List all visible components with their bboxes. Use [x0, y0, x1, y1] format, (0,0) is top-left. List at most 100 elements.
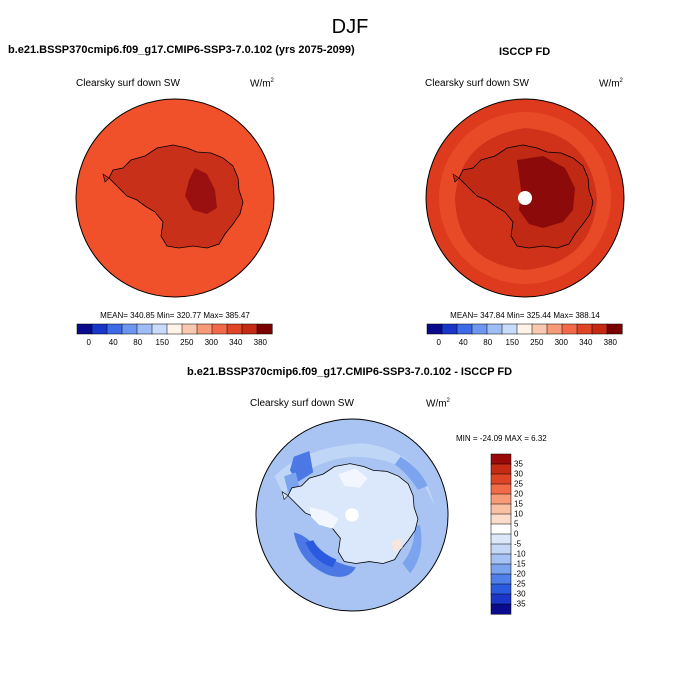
diff-colorbar-tick-label: 0: [514, 529, 519, 539]
panel1-colorbar-labels: 0 40 80 150 250 300 340 380: [77, 338, 272, 350]
colorbar-swatch: [606, 323, 623, 335]
diff-stats: MIN = -24.09 MAX = 6.32: [456, 434, 547, 443]
colorbar-tick-label: 380: [603, 338, 617, 347]
diff-colorbar-tick-label: -5: [514, 539, 522, 549]
colorbar-tick-label: 340: [229, 338, 243, 347]
diff-colorbar-swatch: [490, 493, 512, 505]
diff-colorbar-swatch: [490, 533, 512, 545]
diff-colorbar-tick-label: -35: [514, 599, 526, 609]
diff-colorbar-tick-label: -25: [514, 579, 526, 589]
colorbar-swatch: [546, 323, 563, 335]
colorbar-swatch: [136, 323, 153, 335]
diff-colorbar-swatch: [490, 473, 512, 485]
panel1-colorbar: [76, 323, 273, 335]
colorbar-swatch: [166, 323, 183, 335]
colorbar-swatch: [456, 323, 473, 335]
diff-units: W/m2: [426, 398, 450, 410]
colorbar-tick-label: 300: [554, 338, 568, 347]
diff-colorbar-swatch: [490, 513, 512, 525]
diff-colorbar-tick-label: 30: [514, 469, 523, 479]
colorbar-swatch: [151, 323, 168, 335]
diff-colorbar-swatch: [490, 453, 512, 465]
colorbar-swatch: [501, 323, 518, 335]
diff-colorbar-tick-label: 35: [514, 459, 523, 469]
colorbar-swatch: [181, 323, 198, 335]
panel1-antarctica: [108, 144, 244, 249]
colorbar-swatch: [76, 323, 93, 335]
colorbar-tick-label: 0: [436, 338, 441, 347]
colorbar-tick-label: 80: [483, 338, 493, 347]
panel2-variable: Clearsky surf down SW: [425, 78, 529, 89]
panel2-plateau: [517, 156, 575, 228]
diff-colorbar-tick-label: 5: [514, 519, 519, 529]
diff-colorbar-swatch: [490, 593, 512, 605]
colorbar-tick-label: 40: [458, 338, 468, 347]
colorbar-swatch: [591, 323, 608, 335]
colorbar-swatch: [106, 323, 123, 335]
colorbar-swatch: [196, 323, 213, 335]
colorbar-tick-label: 380: [253, 338, 267, 347]
panel1-map: [75, 98, 275, 298]
colorbar-swatch: [486, 323, 503, 335]
colorbar-swatch: [241, 323, 258, 335]
main-title: DJF: [331, 16, 369, 38]
colorbar-swatch: [531, 323, 548, 335]
diff-colorbar-swatch: [490, 603, 512, 615]
diff-colorbar: [490, 453, 512, 615]
diff-colorbar-swatch: [490, 523, 512, 535]
colorbar-tick-label: 80: [133, 338, 143, 347]
panel2-pole-gap: [518, 191, 532, 205]
panel1-plateau: [185, 168, 217, 214]
panel1-units: W/m2: [250, 78, 274, 90]
colorbar-swatch: [91, 323, 108, 335]
colorbar-swatch: [441, 323, 458, 335]
colorbar-tick-label: 250: [530, 338, 544, 347]
colorbar-swatch: [211, 323, 228, 335]
panel2-units: W/m2: [599, 78, 623, 90]
diff-colorbar-swatch: [490, 543, 512, 555]
colorbar-tick-label: 340: [579, 338, 593, 347]
colorbar-swatch: [121, 323, 138, 335]
diff-colorbar-swatch: [490, 563, 512, 575]
panel2-map: [425, 98, 625, 298]
panel1-title: b.e21.BSSP370cmip6.f09_g17.CMIP6-SSP3-7.…: [8, 44, 355, 56]
diff-colorbar-tick-label: -10: [514, 549, 526, 559]
colorbar-swatch: [561, 323, 578, 335]
colorbar-tick-label: 150: [505, 338, 519, 347]
colorbar-swatch: [226, 323, 243, 335]
colorbar-swatch: [256, 323, 273, 335]
colorbar-swatch: [426, 323, 443, 335]
panel2-colorbar-labels: 0 40 80 150 250 300 340 380: [427, 338, 622, 350]
diff-colorbar-swatch: [490, 553, 512, 565]
diff-pole-gap: [345, 508, 359, 522]
diff-colorbar-tick-label: -30: [514, 589, 526, 599]
diff-colorbar-tick-label: 25: [514, 479, 523, 489]
colorbar-tick-label: 150: [155, 338, 169, 347]
diff-colorbar-swatch: [490, 503, 512, 515]
diff-colorbar-tick-label: -20: [514, 569, 526, 579]
colorbar-swatch: [471, 323, 488, 335]
panel2-stats: MEAN= 347.84 Min= 325.44 Max= 388.14: [450, 311, 600, 320]
diff-colorbar-tick-label: 15: [514, 499, 523, 509]
panel2-colorbar: [426, 323, 623, 335]
diff-colorbar-tick-label: 20: [514, 489, 523, 499]
diff-title: b.e21.BSSP370cmip6.f09_g17.CMIP6-SSP3-7.…: [187, 366, 513, 378]
diff-colorbar-tick-label: -15: [514, 559, 526, 569]
diff-colorbar-swatch: [490, 583, 512, 595]
diff-variable: Clearsky surf down SW: [250, 398, 354, 409]
colorbar-tick-label: 40: [108, 338, 118, 347]
colorbar-swatch: [576, 323, 593, 335]
diff-map: [255, 418, 449, 612]
diff-colorbar-swatch: [490, 483, 512, 495]
panel2-title: ISCCP FD: [499, 46, 551, 58]
diff-colorbar-swatch: [490, 573, 512, 585]
colorbar-tick-label: 0: [86, 338, 91, 347]
panel1-variable: Clearsky surf down SW: [76, 78, 180, 89]
colorbar-tick-label: 300: [204, 338, 218, 347]
diff-colorbar-labels: 35 30 25 20 15 10 5 0 -5 -10 -15 -20 -25 -30 -35: [514, 454, 554, 614]
panel1-stats: MEAN= 340.85 Min= 320.77 Max= 385.47: [100, 311, 250, 320]
diff-colorbar-swatch: [490, 463, 512, 475]
diff-colorbar-tick-label: 10: [514, 509, 523, 519]
colorbar-swatch: [516, 323, 533, 335]
colorbar-tick-label: 250: [180, 338, 194, 347]
